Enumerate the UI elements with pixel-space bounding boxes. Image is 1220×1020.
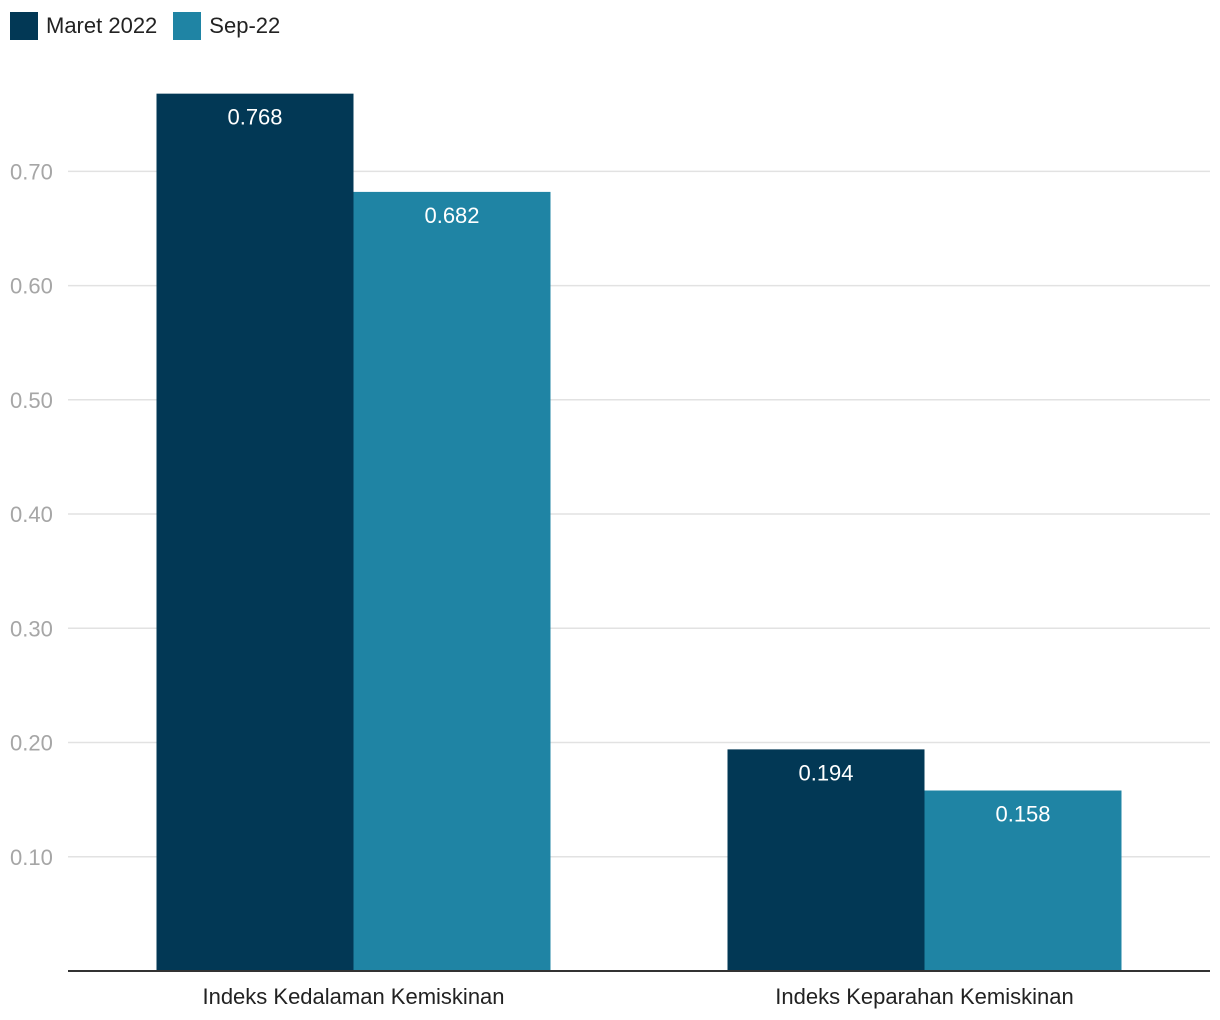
legend-label-maret-2022: Maret 2022	[46, 13, 158, 38]
legend: Maret 2022 Sep-22	[10, 10, 296, 42]
legend-item-maret-2022[interactable]: Maret 2022	[10, 12, 157, 40]
data-label: 0.158	[995, 802, 1050, 827]
bar	[353, 191, 551, 971]
x-category-label: Indeks Keparahan Kemiskinan	[775, 984, 1073, 1009]
data-label: 0.768	[227, 105, 282, 130]
y-tick-label: 0.50	[10, 388, 53, 413]
legend-swatch-sep-22	[173, 12, 202, 40]
x-category-label: Indeks Kedalaman Kemiskinan	[202, 984, 504, 1009]
y-tick-label: 0.20	[10, 731, 53, 756]
y-tick-label: 0.60	[10, 274, 53, 299]
bar	[727, 749, 925, 971]
bar	[924, 790, 1122, 971]
y-tick-label: 0.70	[10, 159, 53, 184]
legend-swatch-maret-2022	[10, 12, 38, 40]
y-tick-label: 0.40	[10, 502, 53, 527]
data-label: 0.194	[798, 760, 853, 785]
y-tick-label: 0.10	[10, 845, 53, 870]
legend-item-sep-22[interactable]: Sep-22	[173, 12, 280, 40]
y-tick-label: 0.30	[10, 616, 53, 641]
data-label: 0.682	[424, 203, 479, 228]
legend-label-sep-22: Sep-22	[209, 13, 281, 38]
bar	[156, 93, 354, 971]
